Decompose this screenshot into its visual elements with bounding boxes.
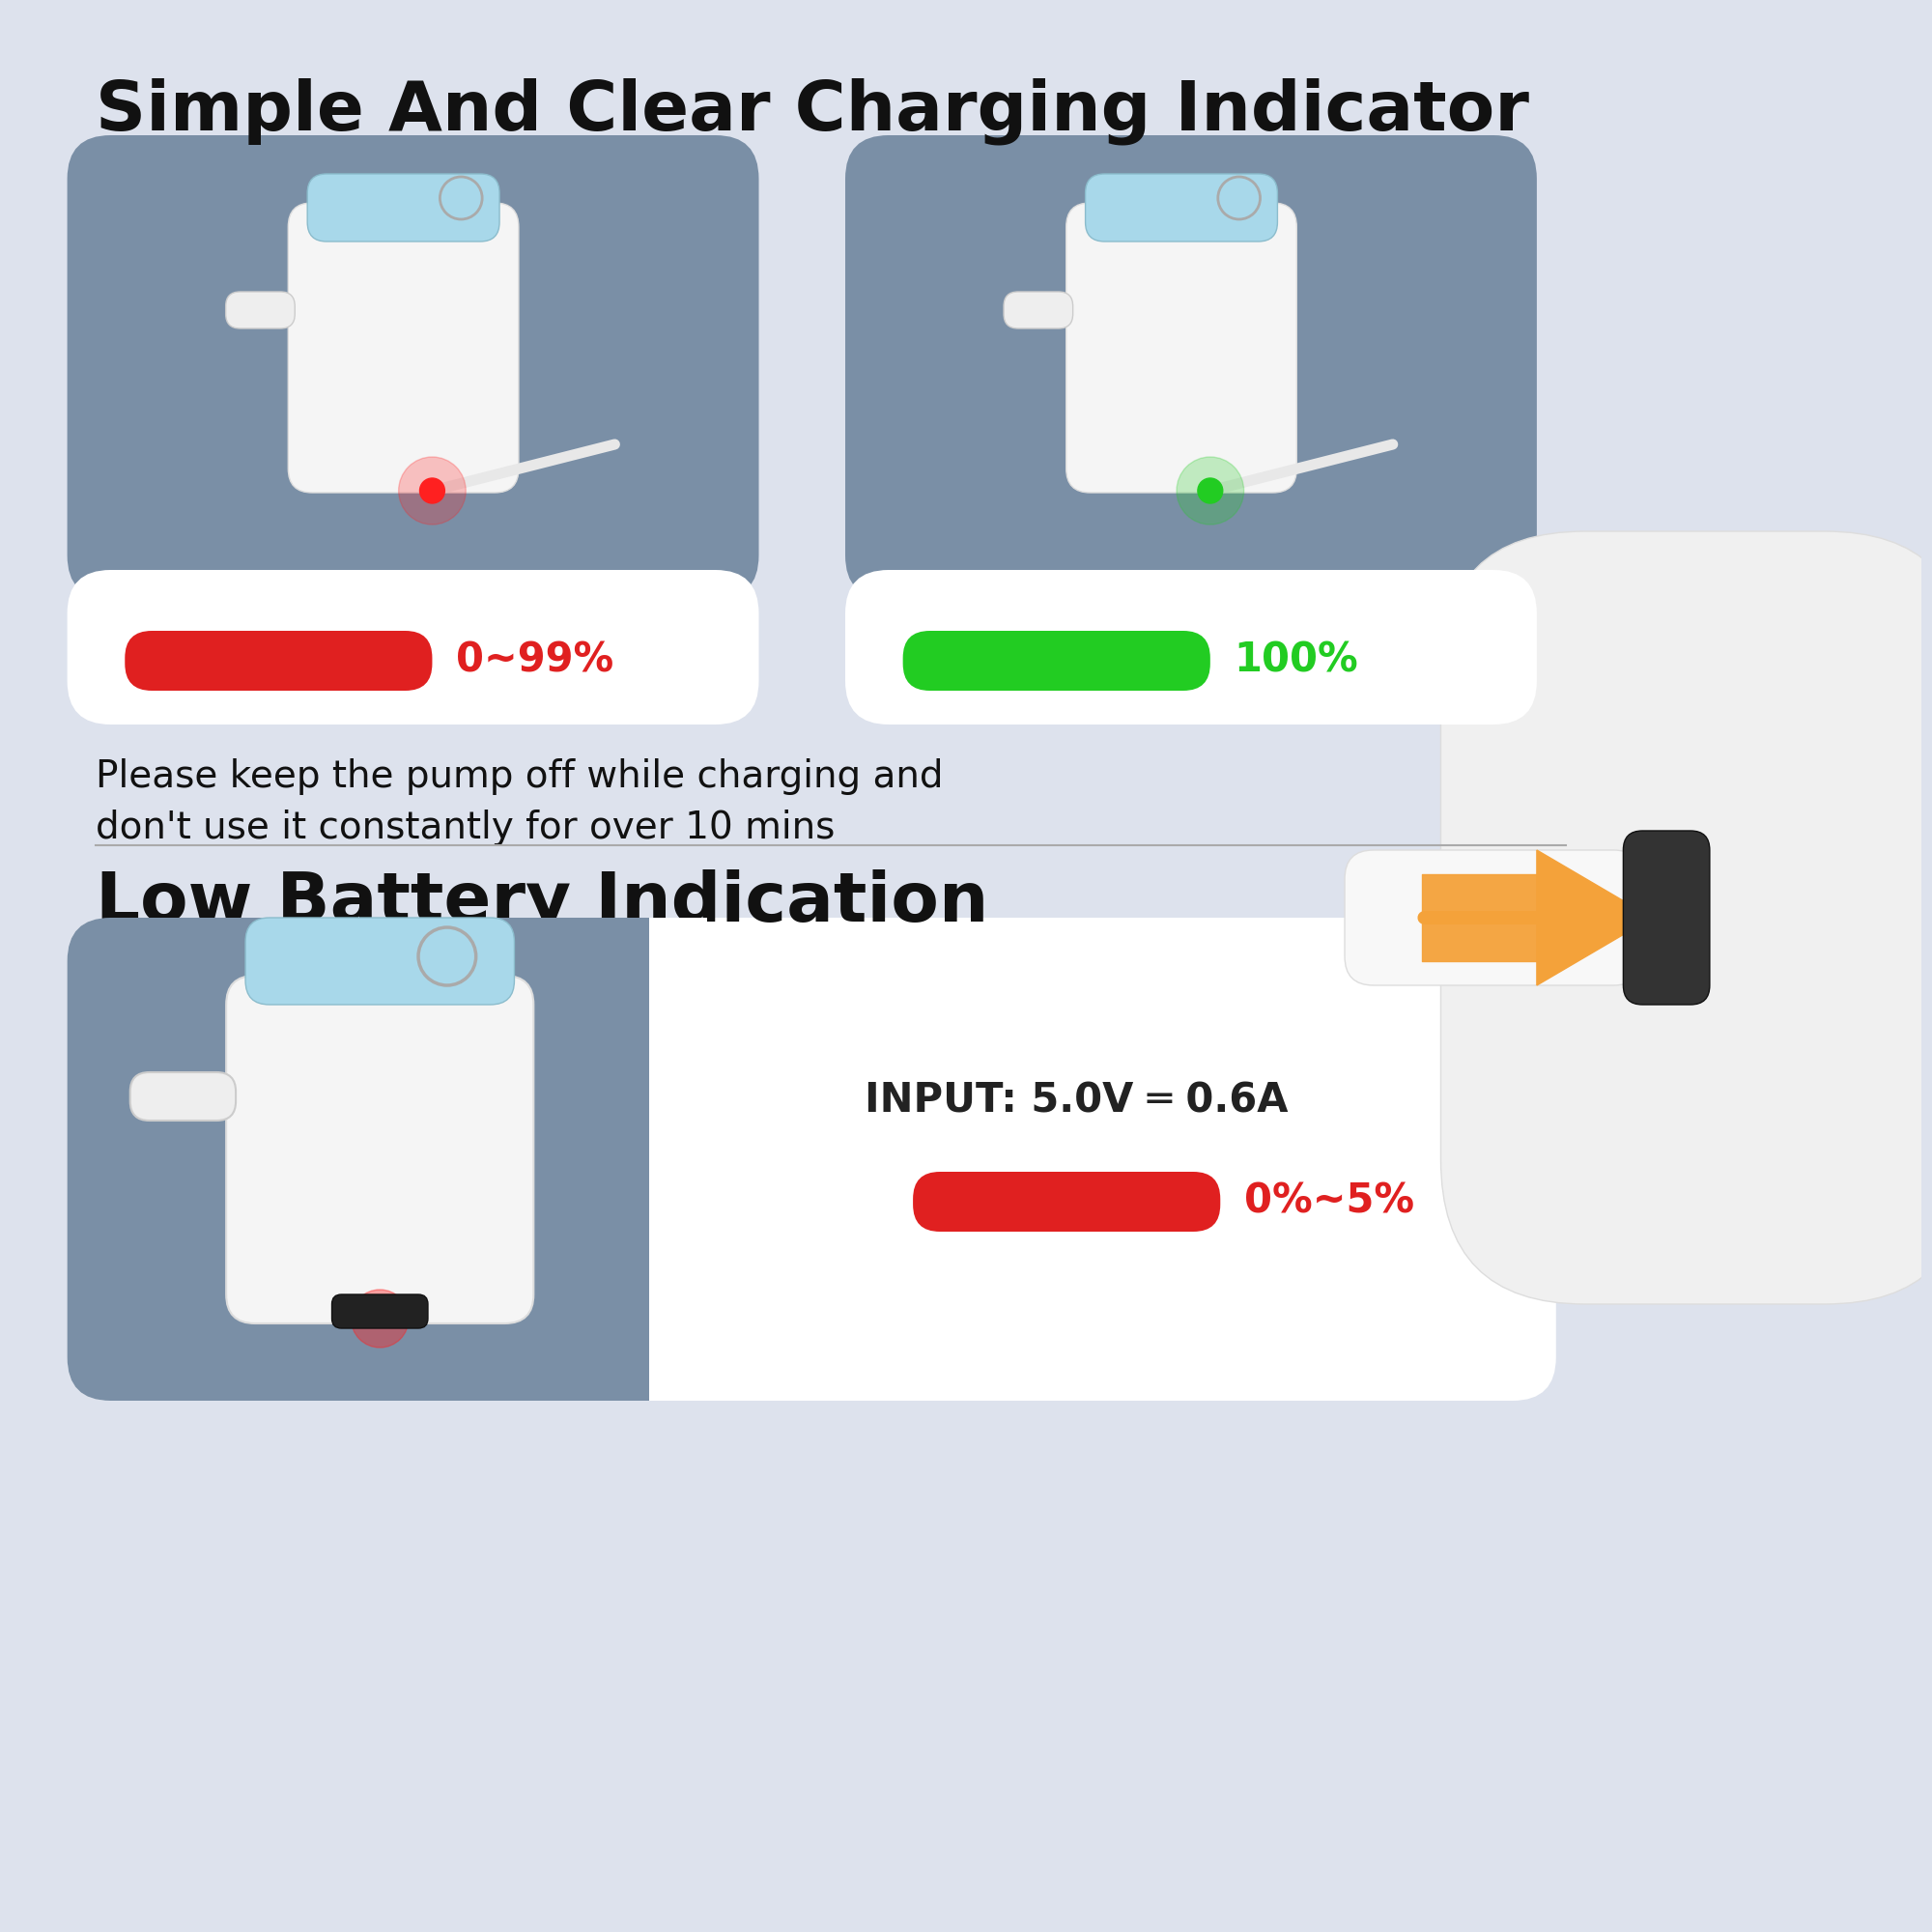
Circle shape	[398, 458, 466, 526]
FancyBboxPatch shape	[1441, 531, 1932, 1304]
FancyBboxPatch shape	[1066, 203, 1296, 493]
Circle shape	[1177, 458, 1244, 526]
Circle shape	[352, 1291, 410, 1349]
Circle shape	[419, 479, 444, 504]
FancyBboxPatch shape	[844, 135, 1536, 599]
FancyBboxPatch shape	[332, 1294, 427, 1329]
Text: 0~99%: 0~99%	[456, 641, 614, 682]
FancyBboxPatch shape	[288, 203, 518, 493]
FancyBboxPatch shape	[1005, 292, 1072, 328]
FancyBboxPatch shape	[68, 570, 759, 724]
FancyBboxPatch shape	[902, 630, 1209, 692]
Polygon shape	[1536, 850, 1652, 985]
Circle shape	[1198, 479, 1223, 504]
FancyBboxPatch shape	[226, 292, 296, 328]
FancyBboxPatch shape	[129, 1072, 236, 1121]
Text: Please keep the pump off while charging and
don't use it constantly for over 10 : Please keep the pump off while charging …	[97, 757, 943, 846]
FancyBboxPatch shape	[1623, 831, 1710, 1005]
FancyBboxPatch shape	[68, 918, 692, 1401]
FancyBboxPatch shape	[68, 918, 1555, 1401]
FancyBboxPatch shape	[1345, 850, 1642, 985]
FancyBboxPatch shape	[844, 570, 1536, 724]
FancyBboxPatch shape	[226, 976, 533, 1323]
Text: Simple And Clear Charging Indicator: Simple And Clear Charging Indicator	[97, 77, 1530, 145]
Text: Low Battery Indication: Low Battery Indication	[97, 869, 989, 937]
FancyBboxPatch shape	[126, 630, 433, 692]
Bar	[649, 918, 707, 1401]
FancyBboxPatch shape	[914, 1171, 1221, 1233]
FancyBboxPatch shape	[307, 174, 500, 242]
Text: INPUT: 5.0V ═ 0.6A: INPUT: 5.0V ═ 0.6A	[864, 1082, 1289, 1121]
Text: 0%~5%: 0%~5%	[1244, 1180, 1414, 1223]
FancyBboxPatch shape	[245, 918, 514, 1005]
FancyBboxPatch shape	[1086, 174, 1277, 242]
Text: 100%: 100%	[1235, 641, 1358, 682]
FancyBboxPatch shape	[68, 135, 759, 599]
